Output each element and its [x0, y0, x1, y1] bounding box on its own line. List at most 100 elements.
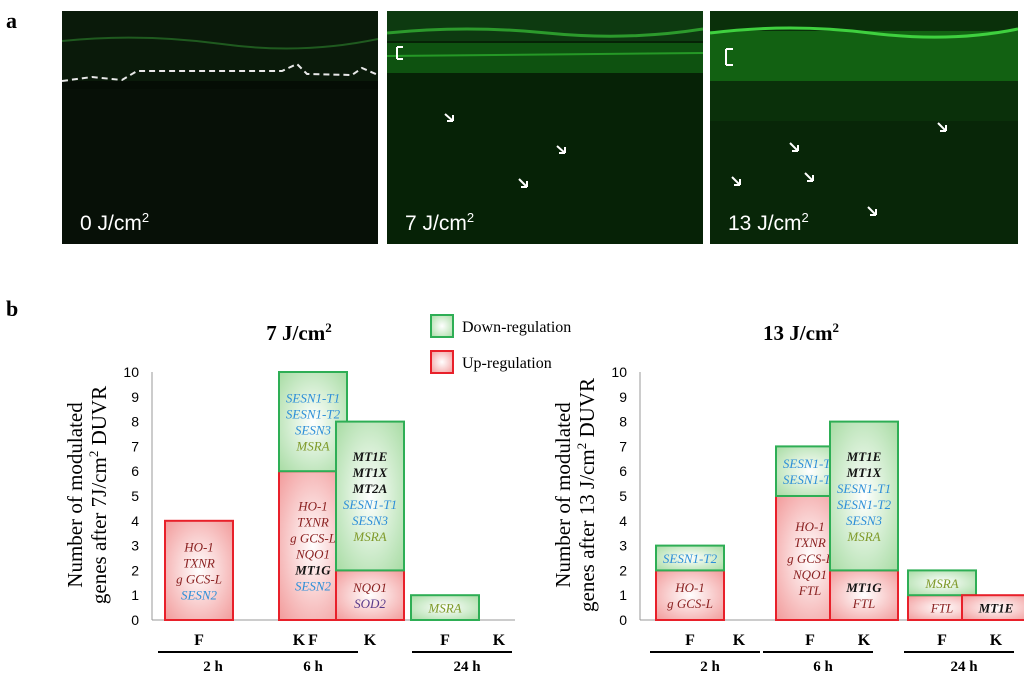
chart-0-bar-0-up-gene-2: g GCS-L [176, 571, 222, 586]
chart-0-ytick-2: 2 [131, 562, 139, 578]
chart-1-group-label-2: 24 h [950, 659, 978, 675]
panel-a-label: a [6, 8, 17, 33]
chart-0-title: 7 J/cm2 [266, 320, 331, 345]
chart-1-bar-3-up [829, 569, 899, 622]
micrograph-0-image [62, 11, 378, 244]
chart-0-ytick-5: 5 [131, 488, 139, 504]
chart-0-ylabel-line1: Number of modulated [63, 402, 87, 588]
chart-0-group-label-1: 6 h [303, 659, 323, 675]
chart-0-ytick-8: 8 [131, 414, 139, 430]
chart-0-ytick-6: 6 [131, 463, 139, 479]
chart-1-bar-3-down [829, 420, 899, 572]
chart-0-bar-4-down-gene-0: MSRA [427, 601, 461, 616]
chart-0-cat-1: K [293, 632, 306, 649]
chart-0-bar-0-up [164, 519, 234, 621]
chart-1-bar-0-up-gene-0: HO-1 [674, 580, 705, 595]
chart-1-bar-3-down-gene-0: MT1E [846, 449, 882, 464]
chart-0-bar-0-up-gene-1: TXNR [183, 555, 215, 570]
chart-1-bar-2-up-gene-0: HO-1 [794, 519, 825, 534]
chart-1-bar-3-down-gene-1: MT1X [846, 465, 882, 480]
chart-1-bar-0-up-gene-1: g GCS-L [667, 596, 713, 611]
chart-1-bar-2-up-gene-1: TXNR [794, 535, 826, 550]
chart-1-cat-5: K [990, 632, 1003, 649]
chart-1-ylabel-line1: Number of modulated [551, 402, 575, 588]
chart-0-bar-2-down-gene-1: SESN1-T2 [286, 407, 341, 422]
chart-1-ytick-5: 5 [619, 488, 627, 504]
chart-0-bar-3-down-gene-2: MT2A [352, 481, 388, 496]
legend-up-label: Up-regulation [462, 355, 552, 372]
chart-0-bar-2-up-gene-5: SESN2 [295, 579, 332, 594]
chart-1-bar-3-down-gene-4: SESN3 [846, 513, 883, 528]
chart-1-group-label-0: 2 h [700, 659, 720, 675]
chart-0-bar-2-up-gene-0: HO-1 [297, 499, 328, 514]
chart-1-title: 13 J/cm2 [763, 320, 839, 345]
chart-1-ytick-8: 8 [619, 414, 627, 430]
chart-0-cat-0: F [194, 632, 204, 649]
chart-1-bar-2-down-gene-1: SESN1-T2 [783, 472, 838, 487]
chart-1-ytick-9: 9 [619, 389, 627, 405]
chart-0-ytick-1: 1 [131, 587, 139, 603]
chart-0-bar-3-down-gene-1: MT1X [352, 465, 388, 480]
chart-0-bar-3-down-gene-5: MSRA [352, 529, 386, 544]
chart-1-bar-4-down [907, 569, 977, 597]
chart-0-ytick-4: 4 [131, 513, 139, 529]
legend-down-label: Down-regulation [462, 319, 571, 336]
chart-1-cat-1: K [733, 632, 746, 649]
panel-b-label: b [6, 296, 19, 321]
micrograph-1-dose: 7 J/cm2 [387, 11, 703, 244]
micrograph-1-label: 7 J/cm2 [405, 210, 475, 235]
chart-1-bar-4-down-gene-0: MSRA [924, 576, 958, 591]
chart-1-bar-5-up [961, 594, 1024, 622]
chart-0-group-label-2: 24 h [453, 659, 481, 675]
chart-0-cat-2: F [308, 632, 318, 649]
micrograph-0-label: 0 J/cm2 [80, 210, 150, 235]
chart-1-bar-3-down-gene-5: MSRA [846, 529, 880, 544]
chart-0-ylabel-line2: genes after 7J/cm2 DUVR [86, 386, 111, 604]
chart-0-cat-3: K [364, 632, 377, 649]
micrograph-2-image [710, 11, 1018, 244]
chart-1-ytick-6: 6 [619, 463, 627, 479]
chart-1-cat-2: F [805, 632, 815, 649]
chart-0-bar-0-up-gene-3: SESN2 [181, 587, 218, 602]
chart-0-bar-3-down-gene-4: SESN3 [352, 513, 389, 528]
legend-down-swatch [430, 314, 454, 338]
chart-1-ytick-4: 4 [619, 513, 627, 529]
chart-0-ytick-3: 3 [131, 538, 139, 554]
chart-1-bar-2-up-gene-3: NQO1 [792, 567, 827, 582]
chart-1-bar-3-down-gene-3: SESN1-T2 [837, 497, 892, 512]
chart-1-ytick-0: 0 [619, 612, 627, 628]
chart-0-bar-3-down-gene-3: SESN1-T1 [343, 497, 397, 512]
chart-0-ytick-0: 0 [131, 612, 139, 628]
chart-0-bar-3-up-gene-1: SOD2 [354, 596, 386, 611]
legend-up-swatch [430, 350, 454, 374]
chart-0-bar-2-down-gene-2: SESN3 [295, 423, 332, 438]
chart-1-cat-3: K [858, 632, 871, 649]
chart-0-bar-3-down-gene-0: MT1E [352, 449, 388, 464]
chart-1-bar-2-up-gene-4: FTL [798, 583, 821, 598]
micrograph-2-label: 13 J/cm2 [728, 210, 809, 235]
chart-0-group-label-0: 2 h [203, 659, 223, 675]
chart-1-bar-2-down-gene-0: SESN1-T1 [783, 456, 837, 471]
chart-1-bar-0-down-gene-0: SESN1-T2 [663, 551, 718, 566]
chart-1-bar-3-up-gene-1: FTL [852, 596, 875, 611]
chart-0-bar-2-up-gene-2: g GCS-L [290, 531, 336, 546]
micrograph-2-dose: 13 J/cm2 [710, 11, 1018, 244]
chart-1-bar-5-up-gene-0: MT1E [978, 601, 1014, 616]
chart-1-bar-0-up [655, 569, 725, 622]
chart-0-bar-3-down [335, 420, 405, 572]
chart-0-cat-4: F [440, 632, 450, 649]
chart-0-bar-2-down-gene-3: MSRA [295, 439, 329, 454]
micrograph-0-dose: 0 J/cm2 [62, 11, 378, 244]
chart-1-ytick-10: 10 [611, 364, 627, 380]
chart-1-bar-2-up-gene-2: g GCS-L [787, 551, 833, 566]
chart-1-ytick-2: 2 [619, 562, 627, 578]
chart-1-bar-3-down-gene-2: SESN1-T1 [837, 481, 891, 496]
chart-1-cat-0: F [685, 632, 695, 649]
chart-0-ytick-7: 7 [131, 438, 139, 454]
chart-0-bar-0-up-gene-0: HO-1 [183, 539, 214, 554]
chart-0-bar-2-up-gene-1: TXNR [297, 515, 329, 530]
chart-0-bar-2-up-gene-4: MT1G [294, 563, 331, 578]
chart-0-bar-2-up-gene-3: NQO1 [295, 547, 330, 562]
